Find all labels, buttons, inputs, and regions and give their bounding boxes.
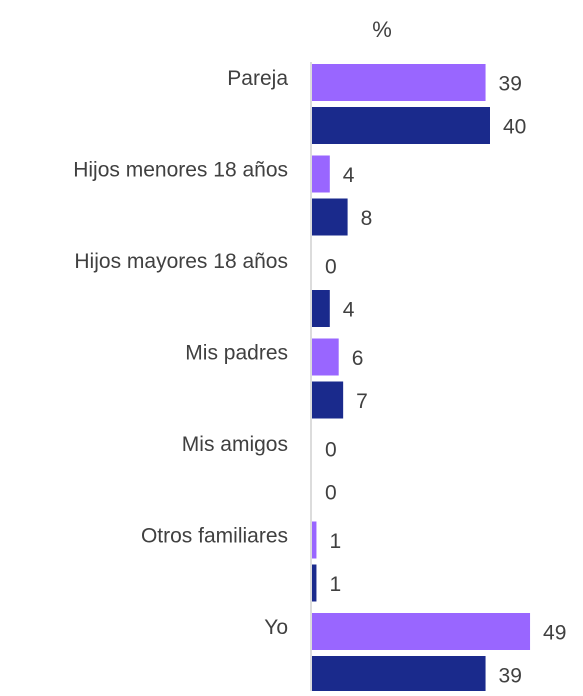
bar: [312, 198, 348, 236]
category-labels: Pareja Hijos menores 18 años Hijos mayores…: [73, 67, 288, 639]
bar: [312, 521, 317, 559]
value-label: 6: [352, 347, 364, 370]
category-label: Hijos mayores 18 años: [74, 250, 288, 273]
category-label: Hijos menores 18 años: [73, 159, 288, 182]
bars: [312, 64, 531, 693]
category-label: Mis padres: [185, 342, 288, 365]
value-label: 40: [503, 116, 526, 139]
value-label: 0: [325, 439, 337, 462]
category-label: Mis amigos: [182, 433, 288, 456]
value-label: 4: [343, 164, 355, 187]
category-label: Otros familiares: [141, 525, 288, 548]
value-label: 4: [343, 299, 355, 322]
bar: [312, 155, 330, 193]
bar: [312, 338, 339, 376]
bar: [312, 290, 330, 327]
value-label: 1: [329, 530, 341, 553]
value-label: 0: [325, 256, 337, 279]
value-label: 0: [325, 482, 337, 505]
value-label: 1: [329, 573, 341, 596]
value-label: 39: [499, 73, 522, 96]
unit-label: %: [372, 17, 392, 42]
bar: [312, 564, 317, 602]
bar: [312, 613, 531, 650]
category-label: Yo: [264, 616, 288, 639]
bar: [312, 381, 344, 419]
value-label: 7: [356, 390, 368, 413]
value-label: 8: [361, 207, 373, 230]
value-label: 49: [543, 622, 566, 645]
value-label: 39: [499, 665, 522, 688]
category-label: Pareja: [227, 67, 288, 90]
bar: [312, 64, 486, 101]
bar: [312, 656, 486, 693]
bar: [312, 107, 490, 144]
